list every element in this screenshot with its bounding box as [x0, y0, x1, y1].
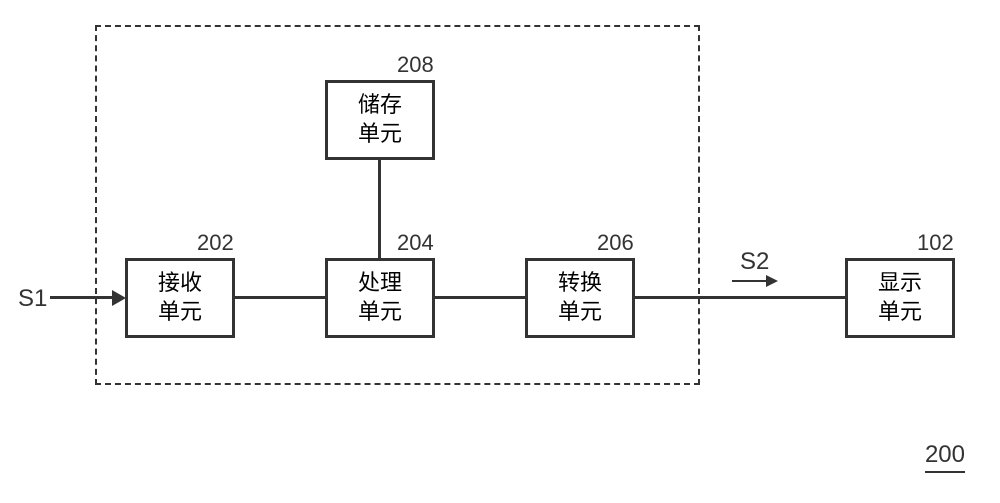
display-line2: 单元	[878, 298, 922, 327]
convert-block: 转换 单元	[525, 258, 635, 338]
storage-line2: 单元	[358, 120, 402, 149]
s2-dir-arrow	[766, 275, 778, 287]
s2-dir-line	[732, 280, 766, 282]
edge-convert-display	[635, 296, 845, 299]
edge-process-convert	[435, 296, 525, 299]
arrow-s1-receive	[112, 290, 126, 306]
convert-line2: 单元	[558, 298, 602, 327]
display-block: 显示 单元	[845, 258, 955, 338]
receive-line1: 接收	[158, 269, 202, 298]
signal-s1-label: S1	[18, 285, 47, 313]
process-ref-label: 204	[397, 230, 434, 256]
convert-ref-label: 206	[597, 230, 634, 256]
storage-block: 储存 单元	[325, 80, 435, 160]
edge-s1-receive	[50, 296, 112, 299]
process-line2: 单元	[358, 298, 402, 327]
storage-ref-label: 208	[397, 52, 434, 78]
process-line1: 处理	[358, 269, 402, 298]
edge-storage-process	[378, 160, 381, 258]
receive-block: 接收 单元	[125, 258, 235, 338]
display-ref-label: 102	[917, 230, 954, 256]
storage-line1: 储存	[358, 91, 402, 120]
display-line1: 显示	[878, 269, 922, 298]
convert-line1: 转换	[558, 269, 602, 298]
signal-s2-label: S2	[740, 248, 769, 276]
receive-line2: 单元	[158, 298, 202, 327]
receive-ref-label: 202	[197, 230, 234, 256]
edge-receive-process	[235, 296, 325, 299]
process-block: 处理 单元	[325, 258, 435, 338]
figure-number: 200	[925, 441, 965, 473]
